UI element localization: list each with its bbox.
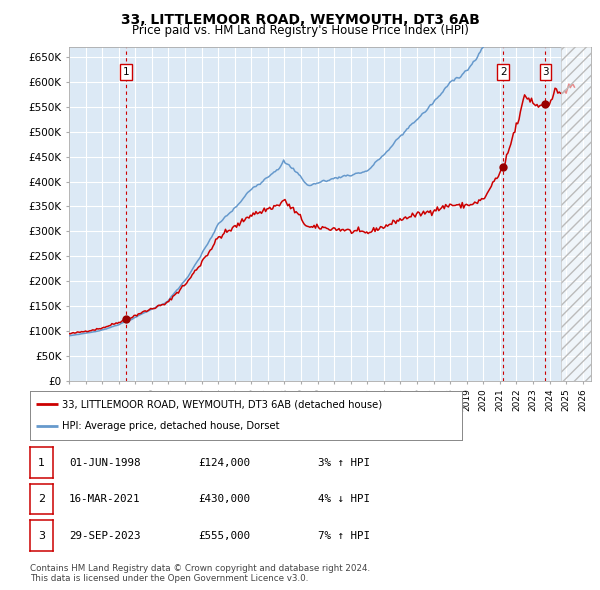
Text: £430,000: £430,000 — [198, 494, 250, 504]
Text: 3: 3 — [38, 531, 45, 540]
Text: 7% ↑ HPI: 7% ↑ HPI — [318, 531, 370, 540]
Text: 16-MAR-2021: 16-MAR-2021 — [69, 494, 140, 504]
Text: Price paid vs. HM Land Registry's House Price Index (HPI): Price paid vs. HM Land Registry's House … — [131, 24, 469, 37]
Text: 2: 2 — [500, 67, 506, 77]
Text: 1: 1 — [122, 67, 129, 77]
Text: 2: 2 — [38, 494, 45, 504]
Text: 3: 3 — [542, 67, 549, 77]
Text: 01-JUN-1998: 01-JUN-1998 — [69, 458, 140, 467]
Text: 33, LITTLEMOOR ROAD, WEYMOUTH, DT3 6AB: 33, LITTLEMOOR ROAD, WEYMOUTH, DT3 6AB — [121, 13, 479, 27]
Text: 33, LITTLEMOOR ROAD, WEYMOUTH, DT3 6AB (detached house): 33, LITTLEMOOR ROAD, WEYMOUTH, DT3 6AB (… — [62, 399, 383, 409]
Text: HPI: Average price, detached house, Dorset: HPI: Average price, detached house, Dors… — [62, 421, 280, 431]
Text: £124,000: £124,000 — [198, 458, 250, 467]
Text: 3% ↑ HPI: 3% ↑ HPI — [318, 458, 370, 467]
Text: 4% ↓ HPI: 4% ↓ HPI — [318, 494, 370, 504]
Text: 29-SEP-2023: 29-SEP-2023 — [69, 531, 140, 540]
Text: 1: 1 — [38, 458, 45, 467]
Text: Contains HM Land Registry data © Crown copyright and database right 2024.
This d: Contains HM Land Registry data © Crown c… — [30, 563, 370, 583]
Text: £555,000: £555,000 — [198, 531, 250, 540]
